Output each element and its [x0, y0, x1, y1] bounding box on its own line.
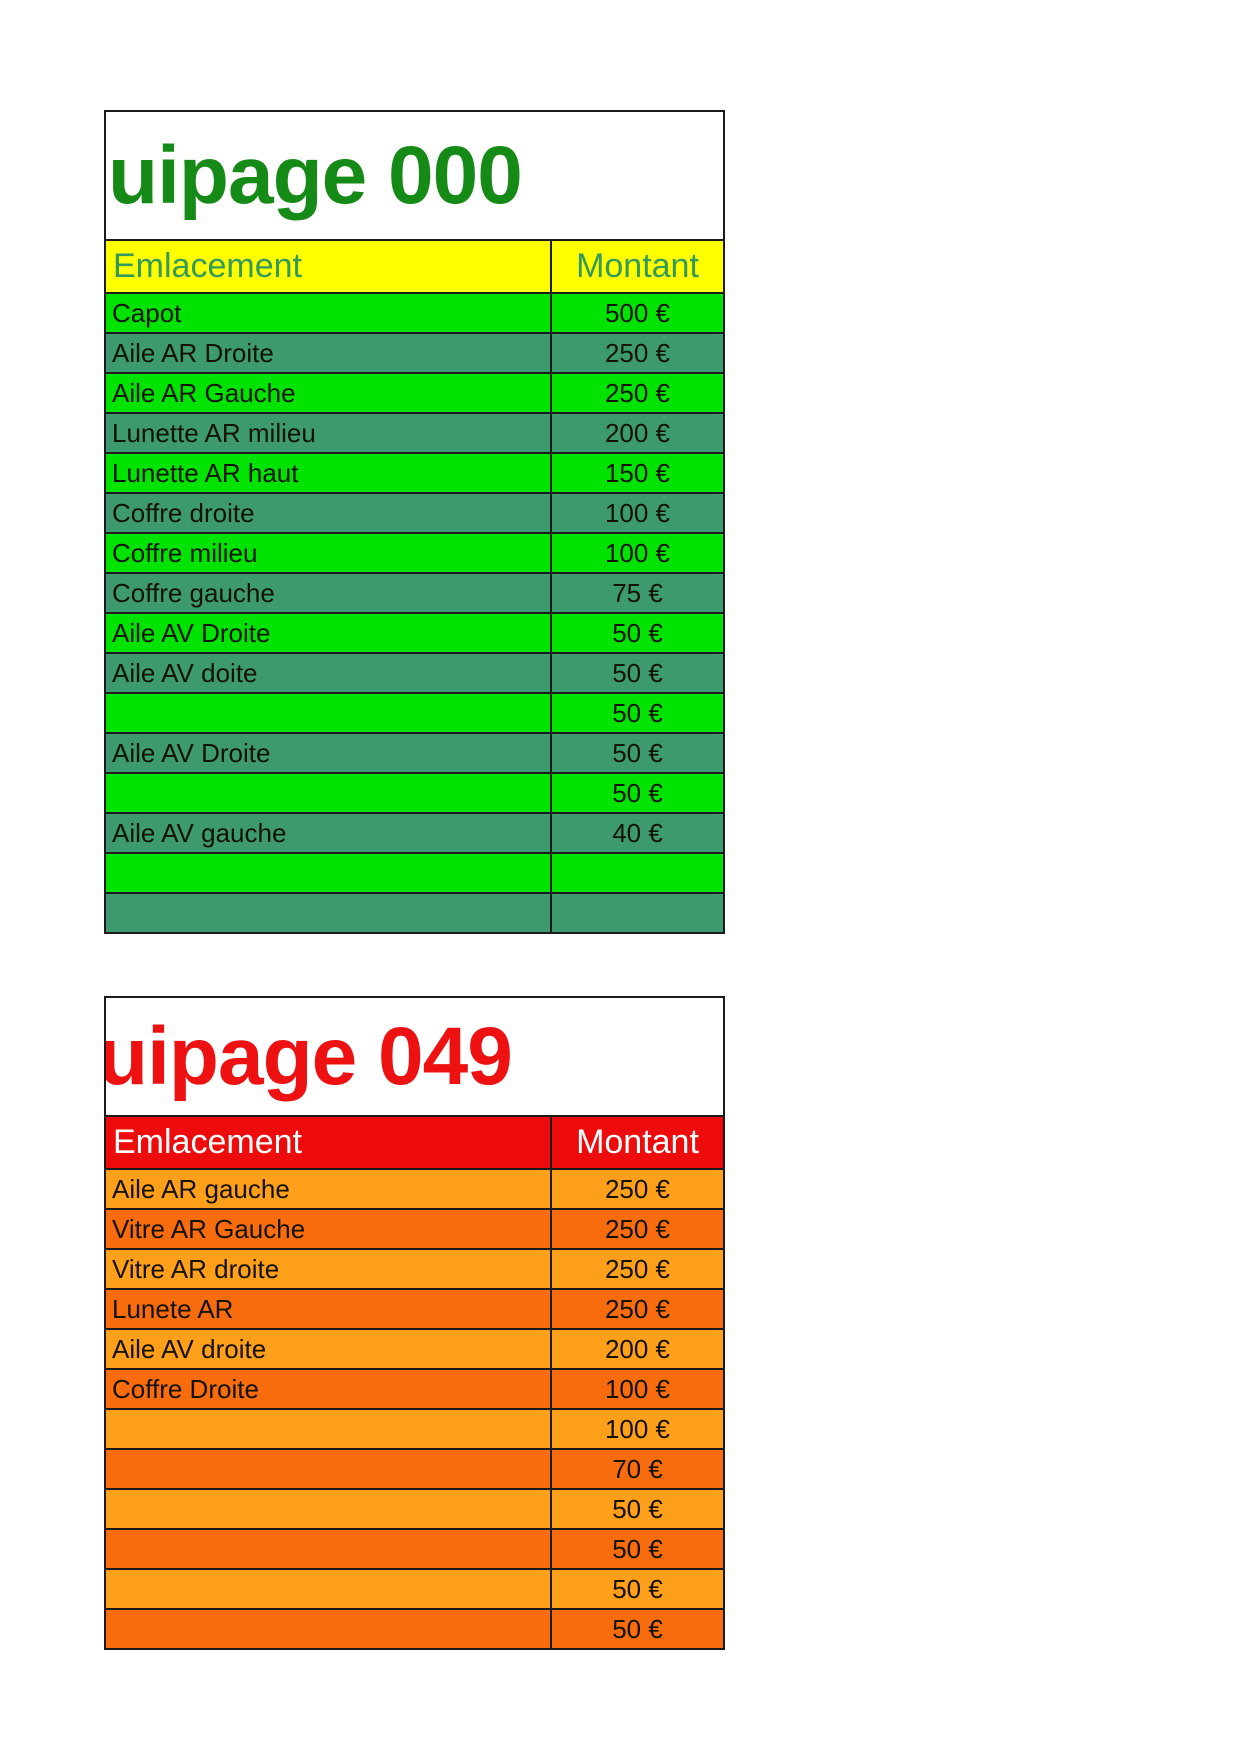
row-label: Coffre Droite	[112, 1373, 259, 1404]
table-row: Aile AV doite 50 €	[106, 652, 723, 692]
row-label: Aile AV droite	[112, 1333, 267, 1364]
row-label: Lunette AR milieu	[112, 417, 316, 448]
row-label: Capot	[112, 297, 182, 328]
row-value: 150 €	[550, 454, 723, 492]
equipage-049-table: uipage 049 Emlacement Montant Aile AR ga…	[104, 996, 725, 1650]
row-value: 50 €	[550, 1530, 723, 1568]
row-label	[106, 1450, 550, 1488]
row-value: 50 €	[550, 654, 723, 692]
table-row: Lunete AR 250 €	[106, 1288, 723, 1328]
row-value: 70 €	[550, 1450, 723, 1488]
row-label: Aile AR Droite	[112, 337, 274, 368]
table-row: Aile AR Gauche 250 €	[106, 372, 723, 412]
table-row: Coffre milieu 100 €	[106, 532, 723, 572]
column-header-montant: Montant	[550, 1117, 723, 1168]
row-value: 250 €	[550, 334, 723, 372]
row-label	[106, 894, 550, 932]
row-label: Aile AV Droite	[112, 737, 271, 768]
row-value: 200 €	[550, 414, 723, 452]
table-body: Aile AR gauche 250 € Vitre AR Gauche 250 € V…	[106, 1168, 723, 1648]
row-value: 50 €	[550, 734, 723, 772]
row-value: 200 €	[550, 1330, 723, 1368]
table-row: Coffre gauche 75 €	[106, 572, 723, 612]
row-value	[550, 894, 723, 932]
row-label: Aile AV Droite	[112, 617, 271, 648]
row-value: 50 €	[550, 614, 723, 652]
table-row: Aile AV Droite 50 €	[106, 732, 723, 772]
table-row	[106, 852, 723, 892]
row-value: 500 €	[550, 294, 723, 332]
row-label	[106, 854, 550, 892]
table-row: Coffre droite 100 €	[106, 492, 723, 532]
row-value: 50 €	[550, 1570, 723, 1608]
row-label	[106, 1570, 550, 1608]
table-title-box: uipage 000	[106, 112, 723, 239]
table-row: Coffre Droite 100 €	[106, 1368, 723, 1408]
row-value	[550, 854, 723, 892]
table-row: 50 €	[106, 1568, 723, 1608]
row-value: 250 €	[550, 1290, 723, 1328]
row-label	[106, 1610, 550, 1648]
table-row: Lunette AR haut 150 €	[106, 452, 723, 492]
table-row: Aile AV Droite 50 €	[106, 612, 723, 652]
row-value: 250 €	[550, 1250, 723, 1288]
row-value: 100 €	[550, 1410, 723, 1448]
row-label: Lunette AR haut	[112, 457, 299, 488]
row-value: 75 €	[550, 574, 723, 612]
table-row: 50 €	[106, 772, 723, 812]
row-value: 40 €	[550, 814, 723, 852]
row-value: 250 €	[550, 1210, 723, 1248]
table-row: Lunette AR milieu 200 €	[106, 412, 723, 452]
row-label: Aile AR Gauche	[112, 377, 296, 408]
row-value: 100 €	[550, 494, 723, 532]
column-header-emplacement: Emlacement	[113, 1123, 302, 1161]
row-label: Coffre milieu	[112, 537, 258, 568]
row-value: 50 €	[550, 694, 723, 732]
table-row: Aile AV gauche 40 €	[106, 812, 723, 852]
column-header-emplacement: Emlacement	[113, 247, 302, 285]
row-label	[106, 774, 550, 812]
table-row: 50 €	[106, 692, 723, 732]
row-label: Coffre droite	[112, 497, 255, 528]
table-header-row: Emlacement Montant	[106, 1115, 723, 1168]
table-row: Vitre AR droite 250 €	[106, 1248, 723, 1288]
table-row: 100 €	[106, 1408, 723, 1448]
table-row: Aile AV droite 200 €	[106, 1328, 723, 1368]
row-label: Coffre gauche	[112, 577, 275, 608]
table-row: 70 €	[106, 1448, 723, 1488]
table-row: 50 €	[106, 1488, 723, 1528]
row-value: 250 €	[550, 1170, 723, 1208]
table-row: Aile AR Droite 250 €	[106, 332, 723, 372]
row-label	[106, 1410, 550, 1448]
row-label: Aile AR gauche	[112, 1173, 290, 1204]
row-value: 50 €	[550, 1610, 723, 1648]
table-body: Capot 500 € Aile AR Droite 250 € Aile AR Gau…	[106, 292, 723, 932]
table-row: Vitre AR Gauche 250 €	[106, 1208, 723, 1248]
row-label	[106, 1490, 550, 1528]
row-label	[106, 1530, 550, 1568]
row-value: 100 €	[550, 1370, 723, 1408]
table-title: uipage 049	[106, 1010, 513, 1102]
row-label: Lunete AR	[112, 1293, 234, 1324]
row-label	[106, 694, 550, 732]
row-value: 50 €	[550, 774, 723, 812]
row-value: 50 €	[550, 1490, 723, 1528]
row-label: Aile AV gauche	[112, 817, 287, 848]
equipage-000-table: uipage 000 Emlacement Montant Capot 500 €…	[104, 110, 725, 934]
row-label: Aile AV doite	[112, 657, 258, 688]
table-row: Capot 500 €	[106, 292, 723, 332]
table-row: Aile AR gauche 250 €	[106, 1168, 723, 1208]
table-row	[106, 892, 723, 932]
row-value: 250 €	[550, 374, 723, 412]
table-title: uipage 000	[108, 129, 523, 221]
table-row: 50 €	[106, 1528, 723, 1568]
row-label: Vitre AR Gauche	[112, 1213, 306, 1244]
column-header-montant: Montant	[550, 241, 723, 292]
row-value: 100 €	[550, 534, 723, 572]
row-label: Vitre AR droite	[112, 1253, 280, 1284]
table-header-row: Emlacement Montant	[106, 239, 723, 292]
table-row: 50 €	[106, 1608, 723, 1648]
table-title-box: uipage 049	[106, 998, 723, 1115]
